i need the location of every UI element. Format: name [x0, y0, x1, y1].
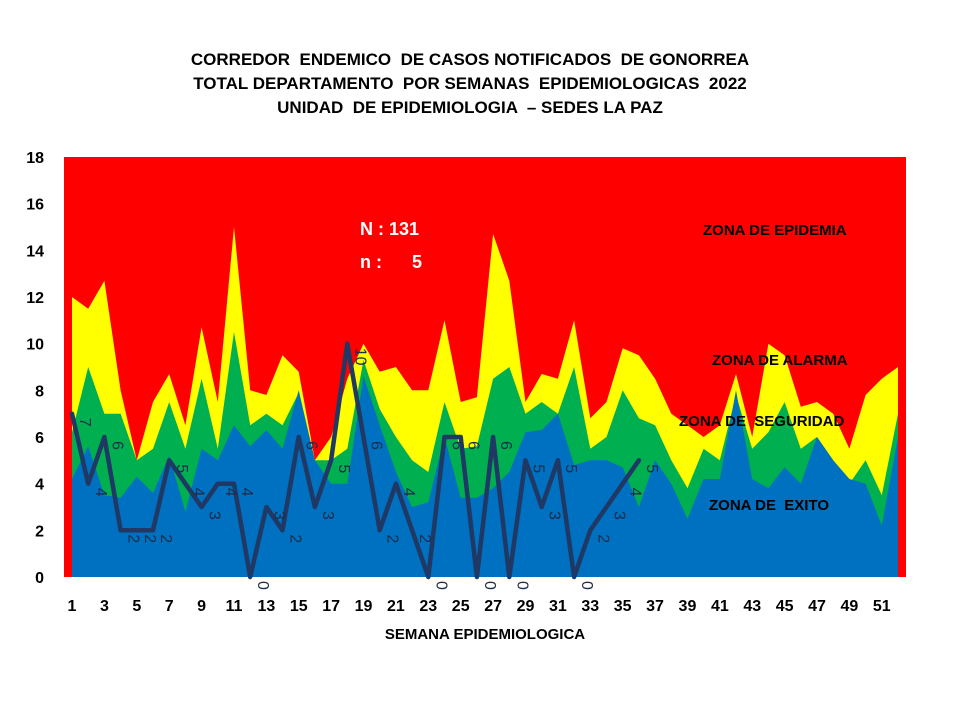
x-tick-label: 15	[290, 598, 308, 615]
x-tick-label: 39	[679, 598, 697, 615]
chart-title: CORREDOR ENDEMICO DE CASOS NOTIFICADOS D…	[0, 48, 940, 120]
x-tick-label: 43	[743, 598, 761, 615]
zone-seguridad-label: ZONA DE SEGURIDAD	[679, 413, 844, 430]
cases-data-label: 4	[627, 488, 644, 497]
x-tick-label: 29	[517, 598, 535, 615]
total-cases-label: N : 131	[360, 219, 419, 239]
cases-data-label: 2	[125, 534, 142, 543]
cases-data-label: 10	[351, 348, 368, 366]
cases-data-label: 6	[465, 441, 482, 450]
y-tick-label: 18	[26, 150, 44, 167]
x-tick-label: 9	[197, 598, 206, 615]
x-tick-label: 1	[68, 598, 77, 615]
y-tick-label: 14	[26, 243, 44, 260]
cases-data-label: 5	[173, 464, 190, 473]
cases-data-label: 6	[449, 441, 466, 450]
x-tick-label: 5	[132, 598, 141, 615]
y-axis-ticks: 0 2 4 6 8 10 12 14 16 18	[26, 150, 44, 587]
cases-line-group	[69, 341, 642, 580]
x-tick-label: 37	[646, 598, 664, 615]
x-tick-label: 27	[484, 598, 502, 615]
x-tick-label: 19	[355, 598, 373, 615]
y-tick-label: 12	[26, 290, 44, 307]
cases-data-label: 5	[529, 464, 546, 473]
x-tick-label: 3	[100, 598, 109, 615]
x-tick-label: 47	[808, 598, 826, 615]
cases-data-label: 6	[497, 441, 514, 450]
cases-data-label: 3	[319, 511, 336, 520]
x-tick-label: 41	[711, 598, 729, 615]
x-tick-label: 25	[452, 598, 470, 615]
x-tick-label: 45	[776, 598, 794, 615]
x-axis-label: SEMANA EPIDEMIOLOGICA	[384, 626, 586, 643]
cases-data-label: 2	[157, 534, 174, 543]
cases-data-label: 2	[286, 534, 303, 543]
cases-data-label: 6	[303, 441, 320, 450]
cases-data-label: 3	[270, 511, 287, 520]
cases-data-label: 4	[400, 488, 417, 497]
week-cases-label: n : 5	[360, 252, 422, 272]
x-axis-ticks: 1 3 5 7 9 11 13 15 17 19 21 23 25 27 29 31 33 35 37 39 41 43 4…	[68, 598, 891, 615]
y-tick-label: 4	[35, 477, 44, 494]
x-tick-label: 13	[257, 598, 275, 615]
cases-data-label: 4	[189, 488, 206, 497]
cases-data-label: 0	[432, 581, 449, 590]
cases-data-label: 4	[92, 488, 109, 497]
cases-data-label: 0	[578, 581, 595, 590]
cases-data-label: 4	[238, 488, 255, 497]
cases-data-label: 2	[141, 534, 158, 543]
x-tick-label: 31	[549, 598, 567, 615]
x-tick-label: 49	[841, 598, 859, 615]
cases-data-label: 5	[562, 464, 579, 473]
cases-data-label: 0	[513, 581, 530, 590]
x-tick-label: 11	[225, 598, 242, 615]
y-tick-label: 10	[26, 337, 44, 354]
x-tick-label: 23	[419, 598, 437, 615]
y-tick-label: 16	[26, 197, 44, 214]
x-tick-label: 7	[165, 598, 174, 615]
cases-data-label: 2	[416, 534, 433, 543]
cases-data-label: 5	[335, 464, 352, 473]
cases-data-label: 6	[108, 441, 125, 450]
cases-data-label: 3	[546, 511, 563, 520]
zone-epidemia-label: ZONA DE EPIDEMIA	[703, 222, 847, 239]
cases-data-label: 3	[206, 511, 223, 520]
cases-data-label: 6	[368, 441, 385, 450]
x-tick-label: 35	[614, 598, 632, 615]
title-line-2: TOTAL DEPARTAMENTO POR SEMANAS EPIDEMIOL…	[193, 74, 747, 93]
cases-data-label: 0	[481, 581, 498, 590]
zone-alarma-label: ZONA DE ALARMA	[712, 352, 848, 369]
y-tick-label: 2	[35, 523, 44, 540]
title-line-1: CORREDOR ENDEMICO DE CASOS NOTIFICADOS D…	[190, 50, 750, 69]
title-line-3: UNIDAD DE EPIDEMIOLOGIA – SEDES LA PAZ	[277, 98, 663, 117]
y-tick-label: 8	[35, 383, 44, 400]
x-tick-label: 21	[387, 598, 405, 615]
y-tick-label: 6	[35, 430, 44, 447]
cases-data-label: 4	[222, 488, 239, 497]
x-tick-label: 17	[322, 598, 340, 615]
cases-line	[69, 341, 642, 580]
cases-data-label: 0	[254, 581, 271, 590]
zone-exito-label: ZONA DE EXITO	[709, 497, 829, 514]
y-tick-label: 0	[35, 570, 44, 587]
cases-data-label: 7	[76, 418, 93, 427]
x-tick-label: 51	[873, 598, 891, 615]
x-tick-label: 33	[581, 598, 599, 615]
cases-data-label: 5	[643, 464, 660, 473]
cases-data-label: 2	[384, 534, 401, 543]
cases-data-label: 3	[611, 511, 628, 520]
cases-data-label: 2	[594, 534, 611, 543]
